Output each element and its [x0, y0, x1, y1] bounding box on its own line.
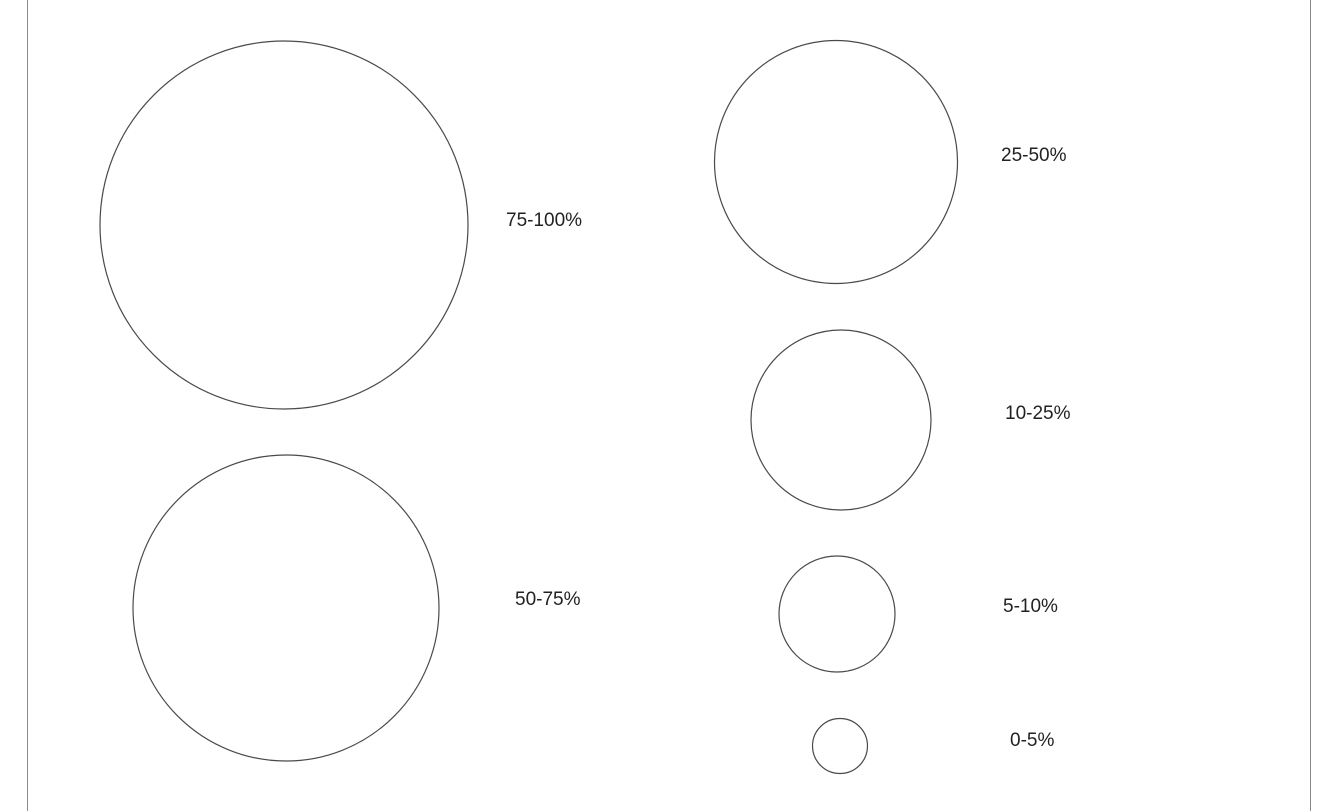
legend-item-0-5: 0-5% [811, 717, 1054, 775]
legend-circle-50-75 [132, 454, 440, 762]
legend-circle-0-5 [811, 717, 869, 775]
legend-label-50-75: 50-75% [515, 589, 581, 610]
legend-item-50-75: 50-75% [132, 454, 581, 762]
legend-circle-10-25 [750, 329, 932, 511]
legend-item-25-50: 25-50% [713, 39, 1067, 285]
legend-circle-75-100 [99, 40, 469, 410]
frame-left-border [27, 0, 28, 811]
legend-label-0-5: 0-5% [1010, 730, 1054, 751]
legend-label-25-50: 25-50% [1001, 145, 1067, 166]
frame-right-border [1310, 0, 1311, 811]
legend-item-5-10: 5-10% [778, 555, 1058, 673]
legend-item-75-100: 75-100% [99, 40, 582, 410]
legend-label-5-10: 5-10% [1003, 596, 1058, 617]
legend-label-10-25: 10-25% [1005, 403, 1071, 424]
legend-circle-5-10 [778, 555, 896, 673]
legend-label-75-100: 75-100% [506, 210, 582, 231]
legend-circle-25-50 [713, 39, 959, 285]
legend-item-10-25: 10-25% [750, 329, 1071, 511]
